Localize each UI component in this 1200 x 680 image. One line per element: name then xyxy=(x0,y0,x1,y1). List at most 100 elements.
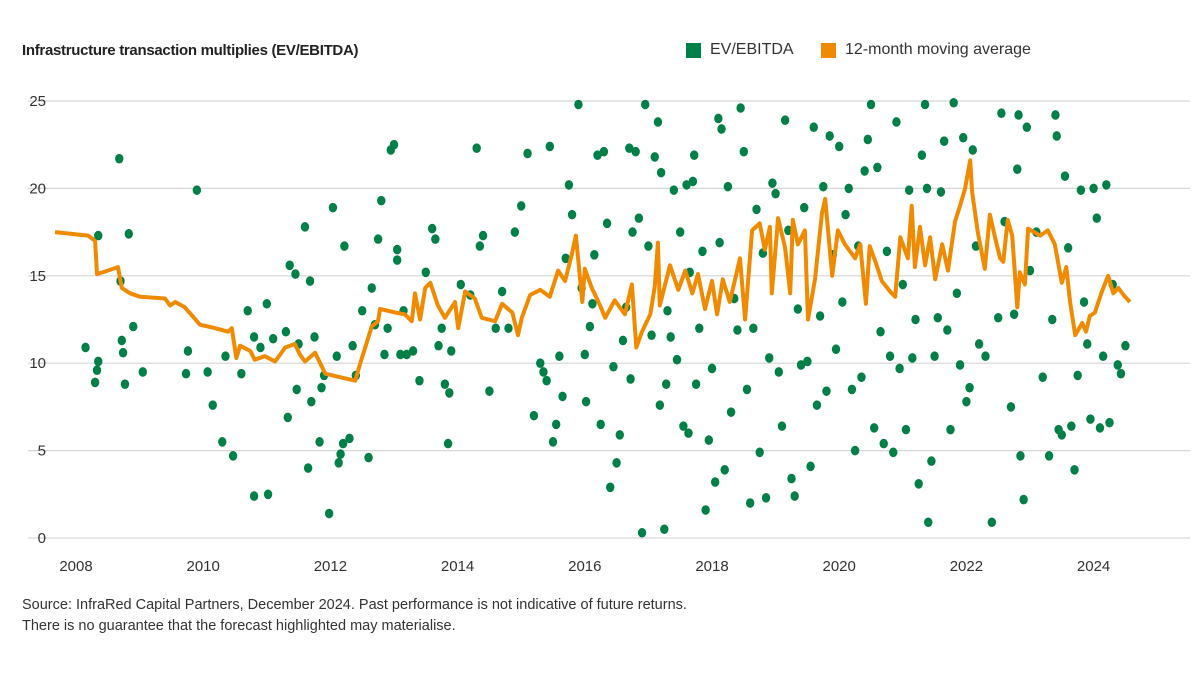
data-point xyxy=(243,305,252,316)
data-point xyxy=(663,305,672,316)
data-point xyxy=(593,150,602,160)
data-point xyxy=(585,321,595,332)
x-axis-ticks: 2008 2010 2012 2014 2016 2018 2020 2022 2024 xyxy=(59,558,1110,575)
data-point xyxy=(367,283,376,293)
data-point xyxy=(860,166,869,176)
data-point xyxy=(1038,372,1047,382)
data-point xyxy=(771,188,780,199)
data-point xyxy=(922,183,932,194)
data-point xyxy=(1014,110,1023,120)
data-point xyxy=(723,181,733,192)
data-point xyxy=(181,368,191,379)
data-point xyxy=(892,117,901,127)
data-point xyxy=(965,382,974,393)
data-point xyxy=(631,146,640,157)
data-point xyxy=(917,150,927,160)
data-point xyxy=(885,351,895,362)
data-point xyxy=(358,305,367,316)
data-point xyxy=(475,241,485,251)
data-point xyxy=(637,527,647,538)
data-point xyxy=(364,452,373,463)
data-point xyxy=(676,227,685,237)
data-point xyxy=(1048,314,1057,325)
data-point xyxy=(962,396,971,407)
data-point xyxy=(866,99,876,110)
legend-swatch-green xyxy=(686,42,701,58)
data-point xyxy=(1025,265,1035,276)
data-point xyxy=(443,438,453,449)
data-point xyxy=(641,99,650,110)
data-point xyxy=(90,377,100,388)
data-point xyxy=(739,146,748,157)
data-point xyxy=(536,358,545,369)
data-point xyxy=(281,326,291,337)
data-point xyxy=(955,360,965,370)
y-tick-label: 25 xyxy=(29,93,46,110)
data-point xyxy=(203,367,212,377)
data-point xyxy=(602,218,612,229)
data-point xyxy=(924,517,933,528)
data-point xyxy=(688,176,698,187)
data-point xyxy=(615,430,624,440)
data-point xyxy=(334,458,343,468)
data-point xyxy=(1089,183,1098,194)
data-point xyxy=(431,234,440,244)
y-tick-label: 10 xyxy=(29,355,46,372)
x-tick-label: 2020 xyxy=(823,558,856,575)
data-point xyxy=(882,246,892,257)
data-point xyxy=(774,367,783,377)
x-tick-label: 2024 xyxy=(1077,558,1110,575)
data-point xyxy=(580,349,589,360)
data-point xyxy=(249,332,259,342)
data-point xyxy=(348,340,357,351)
data-point xyxy=(574,99,583,110)
data-point xyxy=(1076,185,1086,195)
y-tick-label: 20 xyxy=(29,180,46,197)
data-point xyxy=(427,223,437,234)
data-point xyxy=(933,312,942,323)
data-point xyxy=(761,492,771,503)
data-point xyxy=(997,108,1006,119)
data-point xyxy=(812,400,822,410)
data-point xyxy=(831,344,841,355)
data-point xyxy=(946,424,955,435)
data-point xyxy=(1073,370,1082,381)
legend-label: EV/EBITDA xyxy=(710,41,794,58)
data-point xyxy=(192,185,202,195)
data-point xyxy=(1098,351,1108,362)
data-point xyxy=(959,132,968,143)
data-point xyxy=(328,202,338,213)
data-point xyxy=(1086,414,1095,424)
data-point xyxy=(625,143,634,153)
data-point xyxy=(529,410,539,421)
data-point xyxy=(647,330,656,341)
x-tick-label: 2008 xyxy=(59,558,92,575)
data-point xyxy=(1016,451,1025,461)
data-point xyxy=(392,255,402,265)
data-point xyxy=(380,349,389,360)
data-point xyxy=(396,349,405,360)
data-point xyxy=(1022,122,1032,133)
data-point xyxy=(803,356,812,367)
data-point xyxy=(249,491,259,501)
data-point xyxy=(120,379,130,389)
y-tick-label: 5 xyxy=(38,443,46,460)
data-point xyxy=(606,482,615,493)
data-point xyxy=(898,279,907,290)
data-point xyxy=(324,508,334,519)
data-point xyxy=(283,412,292,423)
data-point xyxy=(1079,297,1089,307)
data-point xyxy=(408,346,418,356)
data-point xyxy=(704,435,714,445)
legend-item-ev-ebitda: EV/EBITDA xyxy=(686,41,794,59)
data-point xyxy=(736,103,745,113)
data-point xyxy=(310,332,319,342)
data-point xyxy=(373,234,383,244)
data-point xyxy=(952,288,962,299)
data-point xyxy=(118,347,128,358)
data-point xyxy=(895,363,904,374)
data-point xyxy=(819,181,828,192)
data-point xyxy=(392,244,402,255)
data-point xyxy=(612,458,621,468)
data-point xyxy=(117,335,126,346)
